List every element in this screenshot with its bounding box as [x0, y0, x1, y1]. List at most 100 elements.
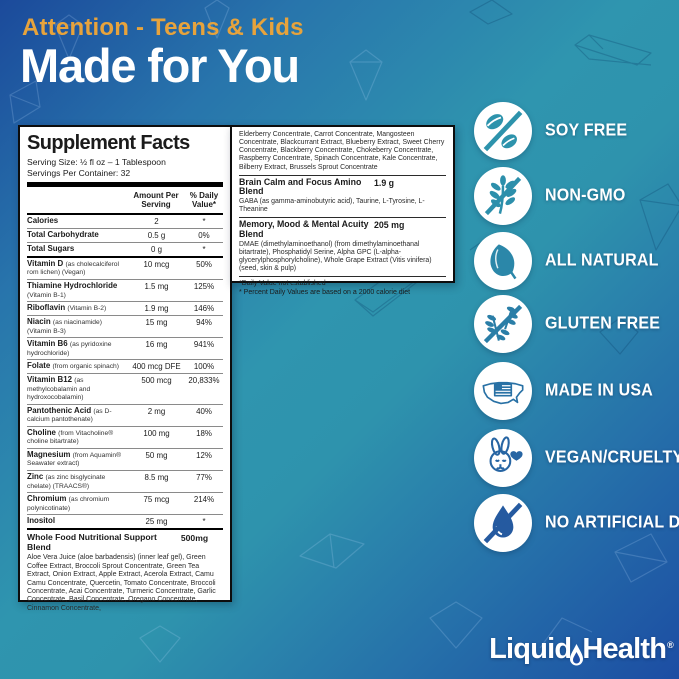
nutrient-amount: 0 g: [151, 244, 162, 254]
supplement-facts-panel: Supplement Facts Serving Size: ½ fl oz –…: [18, 125, 232, 612]
badge-soy-free: SOY FREE: [474, 102, 627, 160]
nutrient-detail: (as zinc bisglycinate chelate) (TRAACS®): [27, 473, 106, 490]
nutrient-detail: (as niacinamide) (Vitamin B-3): [27, 319, 102, 335]
nutrient-detail: (as pyridoxine hydrochloride): [27, 341, 112, 357]
nutrient-detail: (as cholecalciferol rom lichen) (Vegan): [27, 260, 119, 277]
divider: [239, 276, 446, 278]
table-row: Pantothenic Acid (as D-calcium pantothen…: [27, 405, 223, 427]
blend-ingredients: Aloe Vera Juice (aloe barbadensis) (inne…: [27, 554, 216, 612]
nutrient-amount: 10 mcg: [143, 259, 170, 269]
badge-made-in-usa: MADE IN USA: [474, 362, 653, 420]
nutrient-dv: 18%: [196, 428, 212, 438]
nutrient-name: Total Carbohydrate: [27, 229, 99, 239]
nutrient-detail: (from organic spinach): [52, 363, 119, 371]
badge-label: SOY FREE: [545, 121, 628, 140]
table-row: Chromium (as chromium polynicotinate) 75…: [27, 493, 223, 516]
nutrient-amount: 500 mcg: [141, 376, 172, 386]
made-in-usa-icon: [474, 362, 532, 420]
supplement-facts-title: Supplement Facts: [27, 132, 190, 154]
vegan-cruelty-free-icon: [474, 429, 532, 487]
nutrient-name: Niacin: [27, 317, 51, 327]
nutrient-amount: 16 mg: [145, 340, 168, 350]
nutrient-name: Zinc: [27, 471, 44, 481]
nutrient-amount: 400 mcg DFE: [132, 362, 181, 372]
blend-header: Memory, Mood & Mental Acuity Blend 205 m…: [239, 219, 446, 239]
nutrient-name: Folate: [27, 361, 51, 371]
brand-logo: Liquid Health ®: [489, 633, 674, 666]
nutrient-dv: 40%: [196, 406, 212, 416]
nutrient-dv: 12%: [196, 450, 212, 460]
badge-label: NON-GMO: [545, 186, 626, 205]
nutrient-dv: 941%: [193, 340, 215, 350]
nutrient-amount: 2: [154, 216, 159, 226]
table-row: Total Sugars 0 g *: [27, 243, 223, 258]
nutrient-dv: *: [202, 244, 206, 254]
blend-header: Whole Food Nutritional Support Blend 500…: [27, 530, 223, 552]
nutrient-dv: 20,833%: [188, 376, 220, 386]
nutrient-name: Magnesium: [27, 449, 71, 459]
table-row: Choline (from Vitacholine® choline bitar…: [27, 427, 223, 449]
nutrient-name: Chromium: [27, 494, 67, 504]
nutrient-dv: 125%: [193, 282, 215, 291]
nutrient-name: Vitamin B12: [27, 375, 73, 385]
nutrient-name: Pantothenic Acid: [27, 405, 92, 415]
nutrient-name: Vitamin B6: [27, 339, 68, 349]
nutrient-detail: (Vitamin B-2): [67, 305, 107, 313]
nutrient-detail: (from Aquamin® Seawater extract): [27, 451, 122, 468]
non-gmo-icon: [474, 167, 532, 225]
serving-size: Serving Size: ½ fl oz – 1 Tablespoon: [27, 157, 166, 167]
table-row: Magnesium (from Aquamin® Seawater extrac…: [27, 449, 223, 471]
gluten-free-icon: [474, 295, 532, 353]
nutrient-name: Calories: [27, 215, 59, 225]
badge-non-gmo: NON-GMO: [474, 167, 626, 225]
servings-per-container: Servings Per Container: 32: [27, 168, 131, 179]
nutrient-dv: 50%: [196, 259, 212, 269]
divider: [239, 174, 446, 176]
column-header-dv: % Daily Value*: [189, 191, 219, 210]
nutrient-amount: 50 mg: [145, 450, 168, 460]
nutrient-dv: *: [202, 517, 206, 527]
nutrient-amount: 0.5 g: [147, 230, 166, 240]
blend-ingredients-continued: Elderberry Concentrate, Carrot Concentra…: [239, 131, 445, 171]
blend-amount: 500mg: [180, 533, 209, 544]
nutrient-dv: 94%: [196, 318, 212, 328]
nutrient-amount: 1.5 mg: [144, 282, 169, 291]
nutrient-name: Choline: [27, 427, 56, 437]
badge-all-natural: ALL NATURAL: [474, 232, 659, 290]
table-row: Total Carbohydrate 0.5 g 0%: [27, 229, 223, 243]
table-row: Zinc (as zinc bisglycinate chelate) (TRA…: [27, 471, 223, 494]
footnote: * Percent Daily Values are based on a 20…: [239, 289, 411, 297]
blend-name: Brain Calm and Focus Amino Blend: [239, 176, 362, 197]
all-natural-icon: [474, 232, 532, 290]
badge-no-artificial-dyes: NO ARTIFICIAL DYES: [474, 494, 679, 552]
nutrient-dv: *: [202, 216, 206, 226]
blend-continuation-panel: Elderberry Concentrate, Carrot Concentra…: [230, 125, 455, 296]
blend-amount: 205 mg: [374, 220, 405, 231]
nutrient-amount: 100 mg: [143, 428, 170, 438]
blend-amount: 1.9 g: [374, 177, 395, 188]
table-row: Inositol 25 mg *: [27, 515, 223, 531]
no-artificial-dyes-icon: [474, 494, 532, 552]
table-row: Folate (from organic spinach) 400 mcg DF…: [27, 360, 223, 375]
blend-name: Whole Food Nutritional Support Blend: [27, 532, 157, 552]
table-row: Calories 2 *: [27, 215, 223, 229]
nutrient-dv: 214%: [193, 495, 215, 505]
blend-header: Brain Calm and Focus Amino Blend 1.9 g: [239, 176, 446, 197]
nutrient-detail: (Vitamin B-1): [27, 291, 66, 299]
nutrient-name: Vitamin D: [27, 258, 64, 268]
table-row: Vitamin B12 (as methylcobalamin and hydr…: [27, 374, 223, 405]
badge-label: NO ARTIFICIAL DYES: [545, 513, 679, 532]
table-row: Niacin (as niacinamide) (Vitamin B-3) 15…: [27, 316, 223, 339]
column-header-amount: Amount Per Serving: [133, 191, 179, 210]
nutrient-amount: 1.9 mg: [144, 304, 169, 314]
table-row: Riboflavin (Vitamin B-2) 1.9 mg 146%: [27, 302, 223, 317]
nutrient-detail: (as methylcobalamin and hydroxocobalamin…: [27, 377, 91, 402]
logo-text-liquid: Liquid: [489, 633, 572, 665]
nutrient-amount: 15 mg: [145, 318, 168, 328]
divider: [239, 217, 446, 219]
nutrient-detail: (as chromium polynicotinate): [27, 496, 110, 512]
nutrient-name: Riboflavin: [27, 303, 66, 313]
droplet-icon: [570, 643, 584, 665]
logo-text-health: Health: [582, 633, 667, 665]
table-row: Vitamin B6 (as pyridoxine hydrochloride)…: [27, 338, 223, 361]
